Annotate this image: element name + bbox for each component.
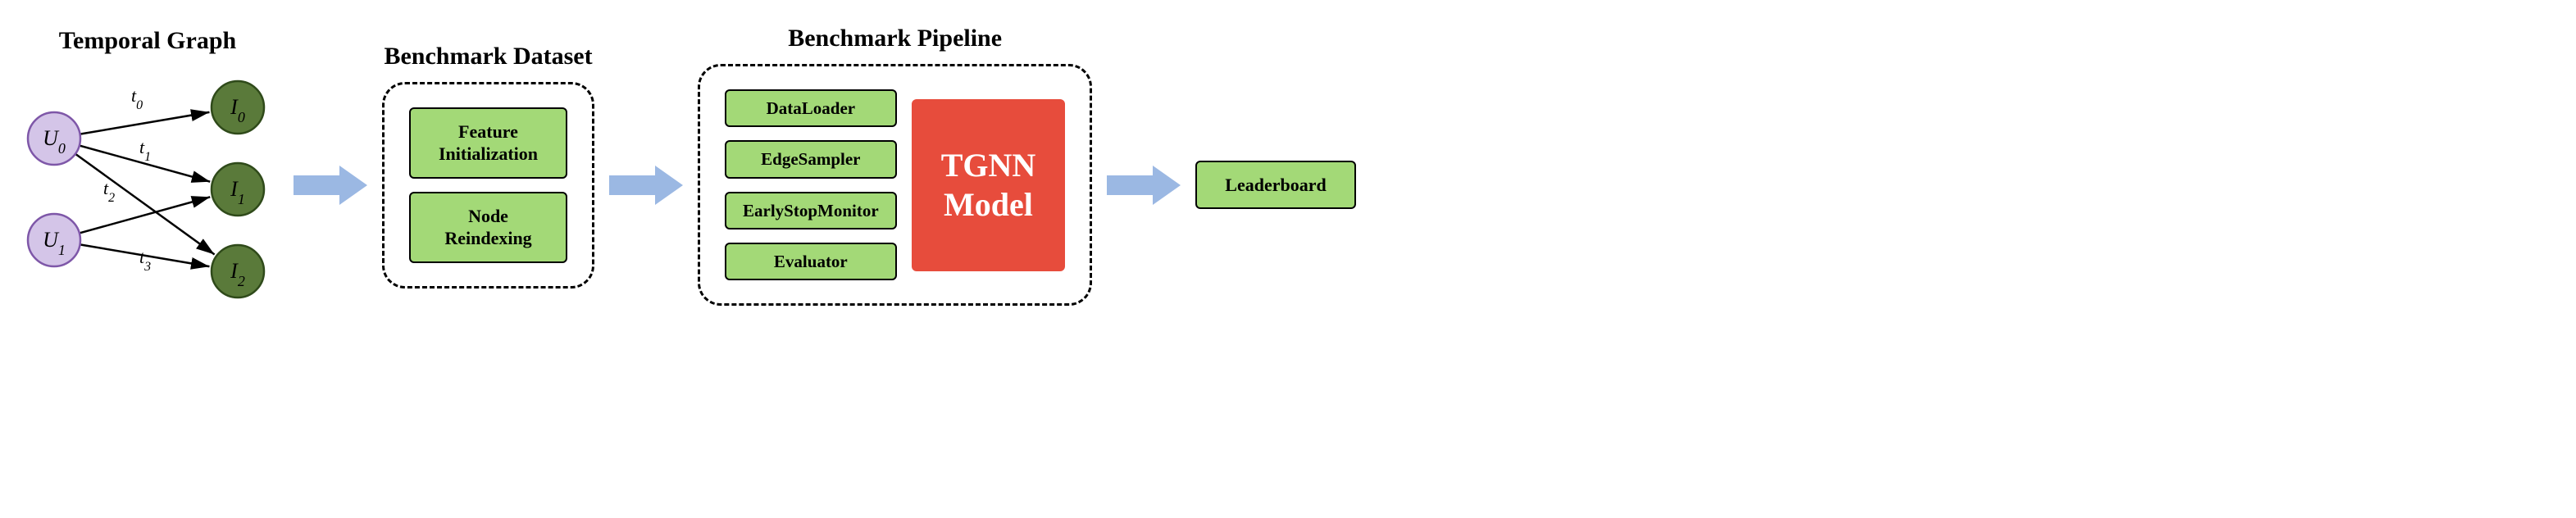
title-benchmark-dataset: Benchmark Dataset (384, 43, 592, 70)
section-benchmark-pipeline: Benchmark Pipeline DataLoader EdgeSampler… (698, 25, 1092, 306)
pipeline-box: DataLoader EdgeSampler EarlyStopMonitor Eva… (698, 64, 1092, 306)
svg-text:t0: t0 (131, 85, 143, 112)
pipeline-item-0: DataLoader (725, 89, 897, 127)
section-benchmark-dataset: Benchmark Dataset FeatureInitialization N… (382, 43, 594, 289)
model-box: TGNN Model (912, 99, 1066, 271)
arrow-1 (294, 161, 367, 210)
dataset-box: FeatureInitialization NodeReindexing (382, 82, 594, 289)
leaderboard-wrap: Leaderboard (1195, 161, 1355, 210)
dataset-column: FeatureInitialization NodeReindexing (409, 107, 567, 263)
pipeline-item-3: Evaluator (725, 243, 897, 280)
arrow-3 (1107, 161, 1181, 210)
leaderboard-box: Leaderboard (1195, 161, 1355, 210)
svg-text:t1: t1 (139, 137, 151, 164)
dataset-item-0: FeatureInitialization (409, 107, 567, 179)
model-line2: Model (941, 185, 1036, 225)
pipeline-column: DataLoader EdgeSampler EarlyStopMonitor Eva… (725, 89, 897, 280)
pipeline-item-1: EdgeSampler (725, 140, 897, 178)
temporal-graph-svg: t0t1t2t3U0U1I0I1I2 (16, 66, 279, 304)
pipeline-container: Temporal Graph t0t1t2t3U0U1I0I1I2 Benchm… (16, 25, 2560, 306)
arrow-2 (609, 161, 683, 210)
svg-text:t3: t3 (139, 247, 151, 274)
pipeline-item-2: EarlyStopMonitor (725, 192, 897, 229)
title-temporal-graph: Temporal Graph (59, 27, 236, 55)
model-line1: TGNN (941, 146, 1036, 185)
dataset-item-1: NodeReindexing (409, 192, 567, 263)
title-benchmark-pipeline: Benchmark Pipeline (788, 25, 1002, 52)
section-temporal-graph: Temporal Graph t0t1t2t3U0U1I0I1I2 (16, 27, 279, 304)
